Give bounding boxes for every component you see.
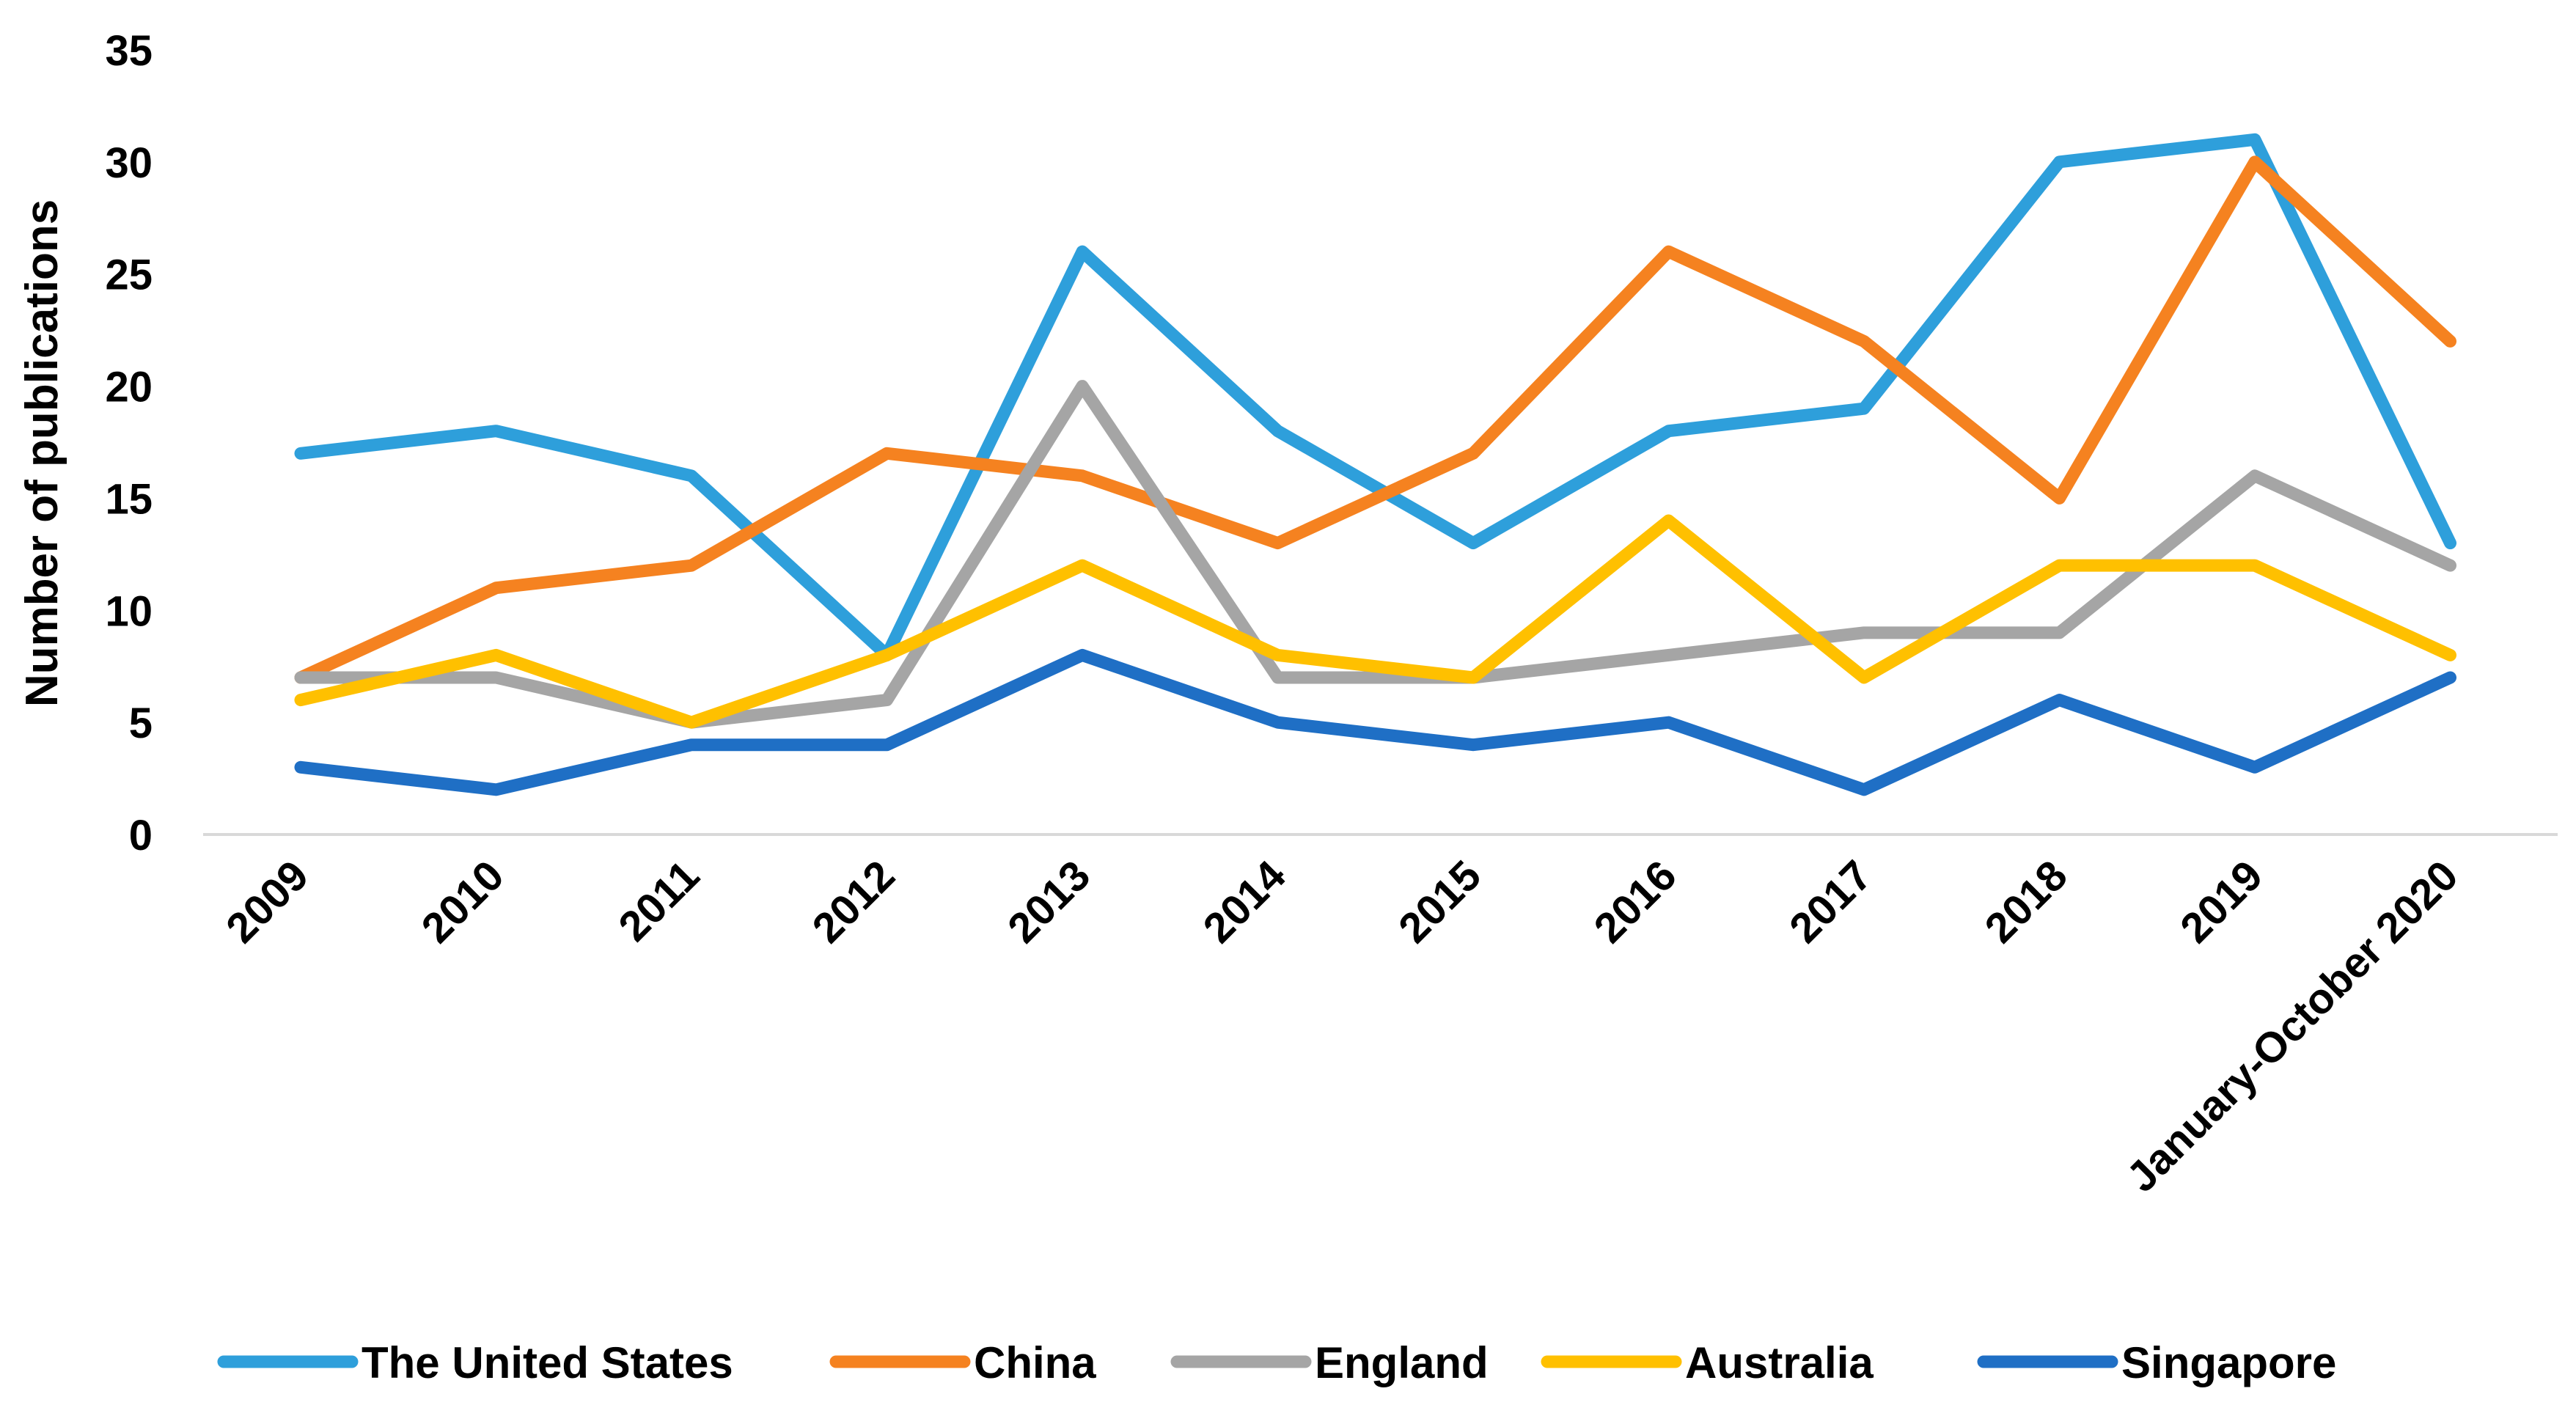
y-tick-label: 5: [129, 700, 153, 747]
y-axis-label: Number of publications: [17, 199, 67, 707]
x-tick-label: 2014: [1194, 851, 1294, 952]
series-lines: [294, 133, 2456, 796]
x-tick-label: 2012: [803, 851, 903, 952]
x-tick-label: 2010: [412, 851, 513, 952]
x-tick-label: 2017: [1780, 851, 1881, 952]
y-axis-ticks: 0 5 10 15 20 25 30 35: [105, 27, 153, 859]
x-tick-label: 2018: [1975, 851, 2076, 952]
x-tick-label: 2016: [1585, 851, 1685, 952]
y-tick-label: 20: [105, 364, 153, 411]
series-line-singapore: [294, 648, 2456, 796]
legend-label-the-united-states: The United States: [362, 1338, 733, 1387]
series-line-the-united-states: [294, 133, 2456, 661]
y-tick-label: 35: [105, 27, 153, 75]
series-line-china: [294, 155, 2456, 684]
x-tick-label: 2019: [2171, 851, 2272, 952]
series-line-australia: [294, 514, 2456, 729]
x-tick-label: 2009: [217, 851, 318, 952]
legend-label-england: England: [1315, 1338, 1489, 1387]
x-axis-ticks: 2009 2010 2011 2012 2013 2014 2015 2016 2017 2018…: [217, 851, 2467, 1201]
x-tick-label: 2011: [609, 851, 708, 950]
x-tick-label: 2013: [999, 851, 1099, 952]
legend-label-australia: Australia: [1685, 1338, 1874, 1387]
legend: The United States China England Australia Si…: [217, 1338, 2336, 1387]
y-tick-label: 10: [105, 587, 153, 635]
x-tick-label: January-October 2020: [2118, 851, 2467, 1201]
y-tick-label: 15: [105, 475, 153, 523]
y-axis-label-group: Number of publications: [17, 199, 67, 707]
y-tick-label: 30: [105, 139, 153, 187]
legend-label-singapore: Singapore: [2121, 1338, 2336, 1387]
legend-label-china: China: [974, 1338, 1096, 1387]
x-tick-label: 2015: [1390, 851, 1490, 952]
y-tick-label: 25: [105, 252, 153, 299]
y-tick-label: 0: [129, 812, 153, 859]
